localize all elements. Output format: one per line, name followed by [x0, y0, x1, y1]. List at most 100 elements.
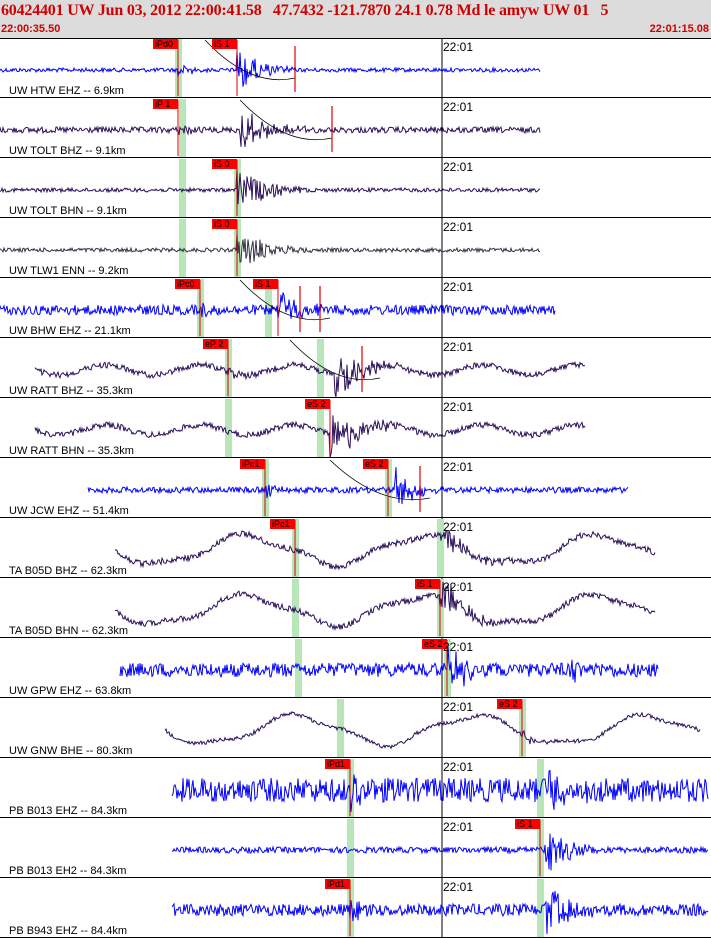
- station-label: UW JCW EHZ -- 51.4km: [9, 505, 129, 517]
- pick-band: [437, 519, 444, 577]
- station-label: UW GNW BHE -- 80.3km: [9, 745, 132, 757]
- phase-pick[interactable]: eP 2: [203, 339, 228, 349]
- pick-flag: [212, 219, 237, 229]
- trace-row[interactable]: eS 2 22:01 UW GNW BHE -- 80.3km: [0, 698, 711, 758]
- pick-flag: [415, 579, 440, 589]
- pick-flag: [325, 879, 350, 889]
- phase-pick[interactable]: iS 1: [415, 579, 440, 589]
- pick-flag: [153, 99, 178, 109]
- pick-flag: [325, 759, 350, 769]
- trace-row[interactable]: eS 2 22:01 UW GPW EHZ -- 63.8km: [0, 638, 711, 698]
- phase-pick[interactable]: iS 1: [212, 39, 237, 49]
- minute-label: 22:01: [443, 640, 473, 654]
- phase-pick[interactable]: iPd1: [325, 879, 350, 889]
- pick-label: iS 1: [255, 279, 271, 289]
- pick-flag: [203, 339, 228, 349]
- trace-row[interactable]: iS 0 22:01 UW TLW1 ENN -- 9.2km: [0, 218, 711, 278]
- pick-band: [265, 279, 272, 337]
- trace-row[interactable]: eP 2 22:01 UW RATT BHZ -- 35.3km: [0, 338, 711, 398]
- station-label: UW RATT BHZ -- 35.3km: [9, 385, 133, 397]
- pick-flag: [270, 519, 295, 529]
- phase-pick[interactable]: iPc1: [270, 519, 295, 529]
- station-label: UW RATT BHN -- 35.3km: [9, 445, 134, 457]
- phase-pick[interactable]: iS 0: [212, 219, 237, 229]
- pick-label: iPd1: [327, 759, 345, 769]
- pick-label: iPd1: [327, 879, 345, 889]
- phase-pick[interactable]: eS 2: [363, 459, 388, 469]
- minute-label: 22:01: [443, 160, 473, 174]
- station-label: UW BHW EHZ -- 21.1km: [9, 325, 131, 337]
- waveform-trace: [119, 646, 659, 687]
- phase-pick[interactable]: iPd1: [325, 759, 350, 769]
- pick-band: [537, 879, 544, 937]
- minute-label: 22:01: [443, 220, 473, 234]
- pick-band: [295, 639, 302, 697]
- trace-row[interactable]: iPd1 22:01 PB B013 EHZ -- 84.3km: [0, 758, 711, 818]
- pick-label: eS 2: [307, 399, 326, 409]
- minute-label: 22:01: [443, 340, 473, 354]
- phase-pick[interactable]: iS 1: [515, 819, 540, 829]
- waveform-trace: [34, 415, 586, 458]
- waveform-trace: [0, 233, 540, 264]
- waveform-trace: [0, 167, 541, 205]
- waveform-trace: [171, 833, 709, 871]
- pick-flag: [305, 399, 330, 409]
- phase-pick[interactable]: eS 2: [305, 399, 330, 409]
- waveform-trace: [0, 113, 541, 147]
- pick-label: iP 1: [155, 99, 170, 109]
- pick-band: [225, 399, 232, 457]
- pick-band: [347, 819, 354, 877]
- station-label: PB B013 EH2 -- 84.3km: [9, 865, 126, 877]
- event-header: 60424401 UW Jun 03, 2012 22:00:41.58 47.…: [0, 0, 711, 38]
- travel-time-curve: [204, 39, 296, 81]
- pick-flag: [515, 819, 540, 829]
- pick-label: iPc1: [242, 459, 260, 469]
- trace-row[interactable]: iPc1 eS 2 22:01 UW JCW EHZ -- 51.4km: [0, 458, 711, 518]
- phase-pick[interactable]: eS 2: [497, 699, 522, 709]
- travel-time-curve: [239, 99, 333, 141]
- trace-row[interactable]: iS 0 22:01 UW TOLT BHN -- 9.1km: [0, 158, 711, 218]
- trace-row[interactable]: iPd0 iS 1 22:01 UW HTW EHZ -- 6.9km: [0, 38, 711, 98]
- station-label: UW HTW EHZ -- 6.9km: [9, 85, 124, 97]
- waveform-trace: [164, 711, 701, 750]
- pick-flag: [422, 639, 447, 649]
- travel-time-curve: [289, 339, 381, 381]
- minute-label: 22:01: [443, 880, 473, 894]
- phase-pick[interactable]: iPc1: [240, 459, 265, 469]
- pick-label: eS 2: [499, 699, 518, 709]
- pick-flag: [497, 699, 522, 709]
- trace-row[interactable]: iP 1 22:01 UW TOLT BHZ -- 9.1km: [0, 98, 711, 158]
- phase-pick[interactable]: iP 1: [153, 99, 178, 109]
- phase-pick[interactable]: iS 0: [212, 159, 237, 169]
- travel-time-curve: [329, 459, 431, 501]
- minute-label: 22:01: [443, 100, 473, 114]
- waveform-trace: [171, 890, 709, 934]
- minute-label: 22:01: [443, 400, 473, 414]
- phase-pick[interactable]: iS 1: [253, 279, 278, 289]
- phase-pick[interactable]: eS 2: [422, 639, 447, 649]
- pick-band: [179, 219, 186, 277]
- waveform-trace: [171, 769, 709, 812]
- waveform-trace: [114, 529, 656, 571]
- phase-pick[interactable]: iPd0: [153, 39, 178, 49]
- trace-row[interactable]: iPd1 22:01 PB B943 EHZ -- 84.4km: [0, 878, 711, 938]
- phase-pick[interactable]: iPc0: [175, 279, 200, 289]
- pick-label: iS 1: [417, 579, 433, 589]
- trace-row[interactable]: iS 1 22:01 TA B05D BHN -- 62.3km: [0, 578, 711, 638]
- pick-band: [179, 99, 186, 157]
- window-start-time: 22:00:35.50: [1, 23, 61, 35]
- station-label: UW TOLT BHN -- 9.1km: [9, 205, 127, 217]
- minute-label: 22:01: [443, 40, 473, 54]
- minute-label: 22:01: [443, 460, 473, 474]
- pick-label: iPd0: [155, 39, 173, 49]
- trace-row[interactable]: eS 2 22:01 UW RATT BHN -- 35.3km: [0, 398, 711, 458]
- pick-label: eS 2: [424, 639, 443, 649]
- seismogram-panel[interactable]: iPd0 iS 1 22:01 UW HTW EHZ -- 6.9km iP 1 22:0…: [0, 38, 711, 938]
- pick-label: iS 1: [214, 39, 230, 49]
- waveform-trace: [114, 581, 656, 631]
- station-label: PB B943 EHZ -- 84.4km: [9, 925, 127, 937]
- trace-row[interactable]: iPc1 22:01 TA B05D BHZ -- 62.3km: [0, 518, 711, 578]
- trace-row[interactable]: iPc0 iS 1 22:01 UW BHW EHZ -- 21.1km: [0, 278, 711, 338]
- trace-row[interactable]: iS 1 22:01 PB B013 EH2 -- 84.3km: [0, 818, 711, 878]
- minute-label: 22:01: [443, 520, 473, 534]
